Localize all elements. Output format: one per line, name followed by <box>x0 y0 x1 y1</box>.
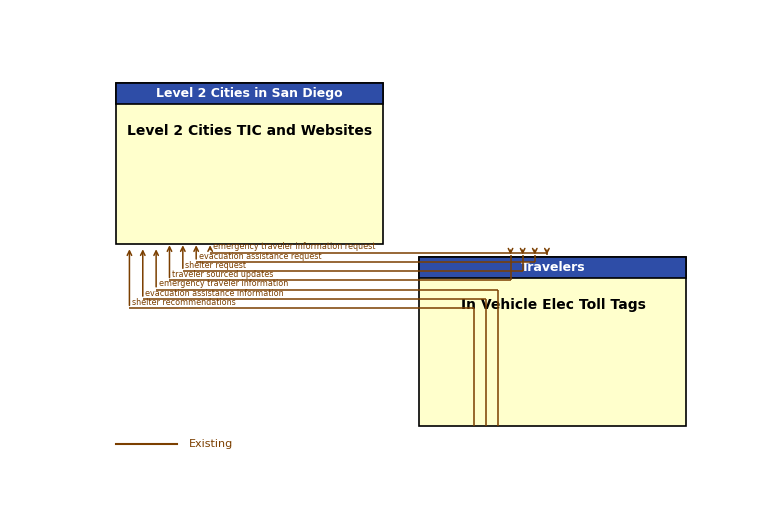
FancyBboxPatch shape <box>420 257 687 278</box>
FancyBboxPatch shape <box>116 83 383 104</box>
Text: In Vehicle Elec Toll Tags: In Vehicle Elec Toll Tags <box>460 298 645 312</box>
Text: emergency traveler information: emergency traveler information <box>158 279 288 288</box>
Text: emergency traveler information request: emergency traveler information request <box>213 242 376 252</box>
Text: traveler sourced updates: traveler sourced updates <box>172 270 273 279</box>
Text: Travelers: Travelers <box>521 260 586 274</box>
Text: Existing: Existing <box>189 439 233 449</box>
FancyBboxPatch shape <box>420 257 687 426</box>
Text: shelter request: shelter request <box>186 261 247 270</box>
Text: evacuation assistance request: evacuation assistance request <box>199 252 321 260</box>
Text: evacuation assistance information: evacuation assistance information <box>145 289 283 298</box>
Text: Level 2 Cities TIC and Websites: Level 2 Cities TIC and Websites <box>127 124 372 138</box>
Text: Level 2 Cities in San Diego: Level 2 Cities in San Diego <box>157 87 343 100</box>
Text: shelter recommendations: shelter recommendations <box>132 298 236 307</box>
FancyBboxPatch shape <box>116 83 383 244</box>
